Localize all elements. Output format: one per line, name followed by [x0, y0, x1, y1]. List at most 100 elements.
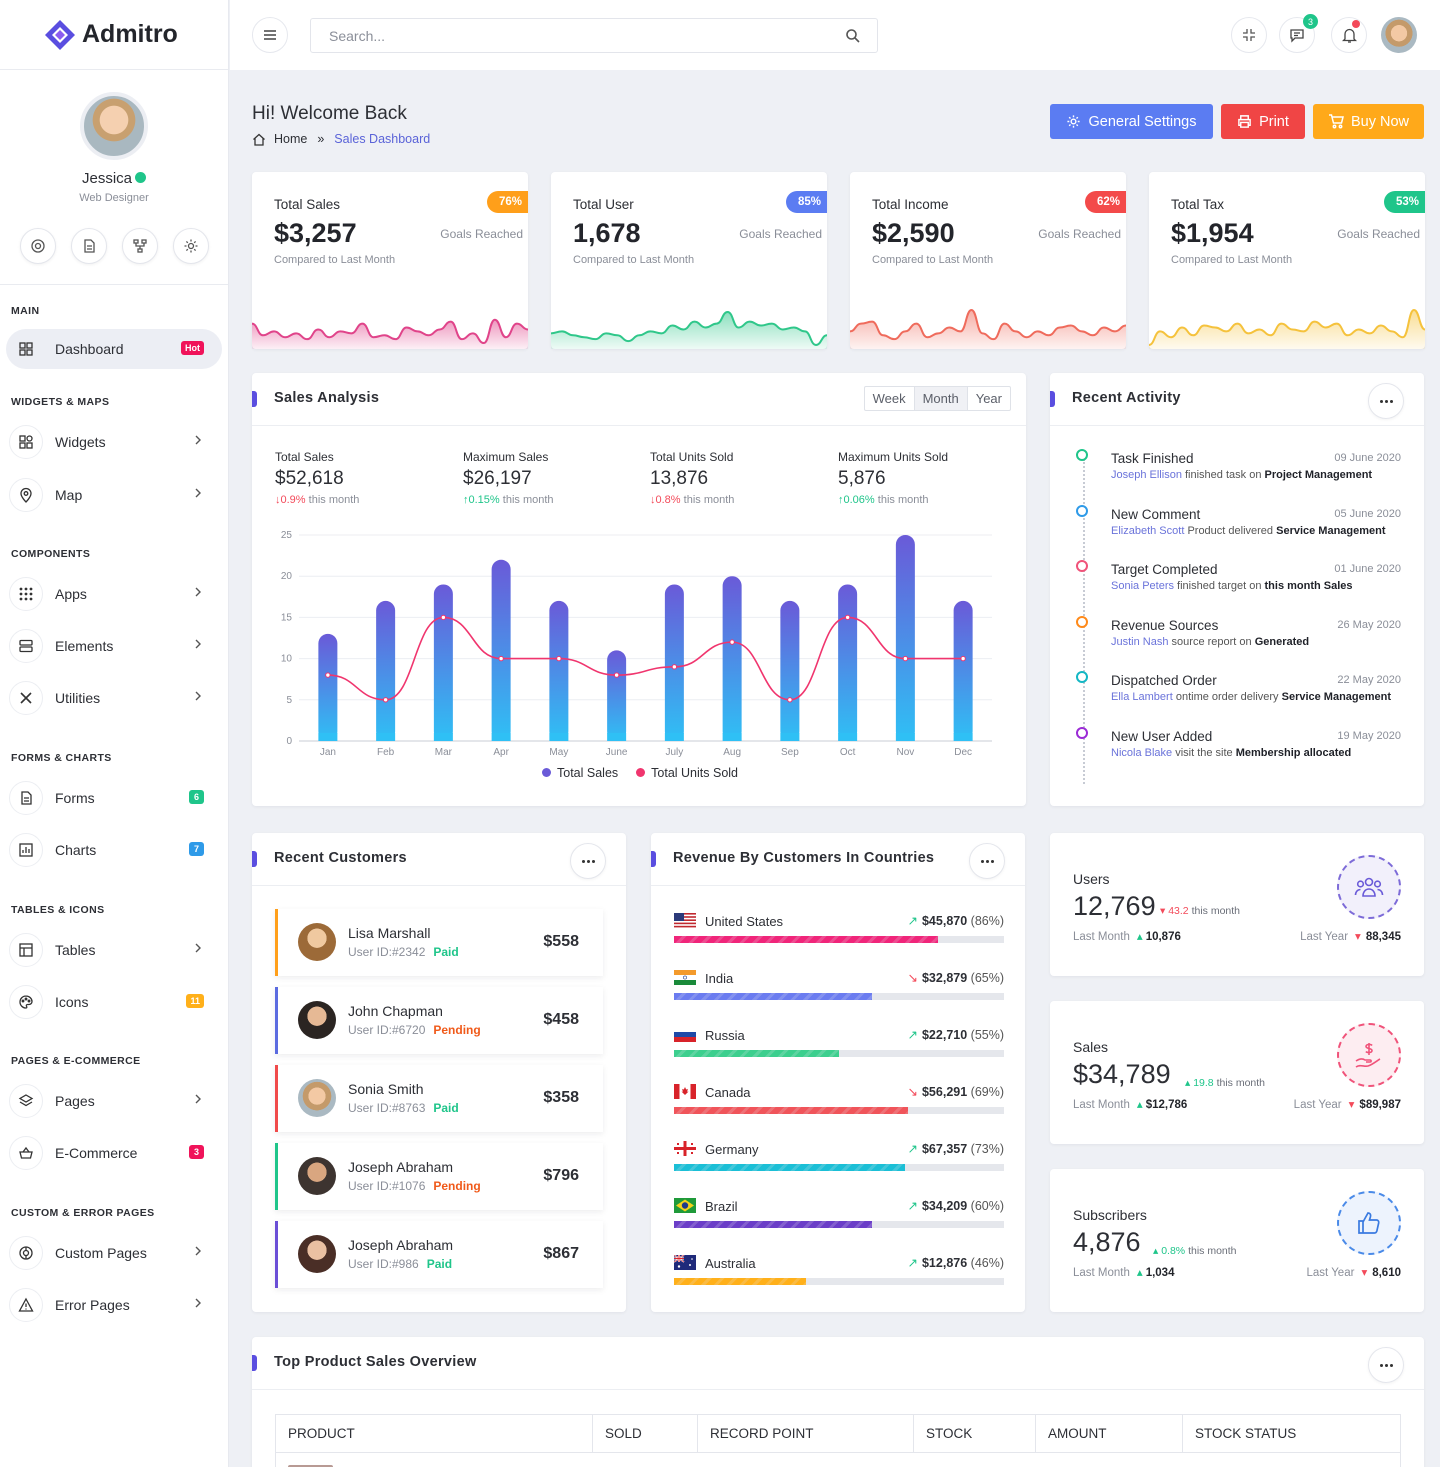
activity-user[interactable]: Elizabeth Scott — [1111, 524, 1185, 537]
tab-week[interactable]: Week — [865, 387, 915, 410]
general-settings-button[interactable]: General Settings — [1050, 104, 1213, 139]
stat-pct-badge: 85% — [785, 191, 827, 213]
sidebar-item-pages[interactable]: Pages — [6, 1081, 222, 1121]
bar-mar[interactable] — [433, 584, 453, 741]
sidebar-item-ecommerce[interactable]: E-Commerce 3 — [6, 1133, 222, 1173]
units-point[interactable] — [498, 655, 504, 662]
units-point[interactable] — [902, 655, 909, 662]
bar-aug[interactable] — [722, 576, 742, 741]
stat-compare: Compared to Last Month — [872, 254, 994, 266]
units-point[interactable] — [844, 614, 851, 621]
mini-value: $34,789 — [1073, 1059, 1171, 1089]
country-value: ↗ $45,870 (86%) — [908, 913, 1005, 928]
sidebar-item-dashboard[interactable]: Dashboard Hot — [6, 329, 222, 369]
print-button[interactable]: Print — [1221, 104, 1305, 139]
stat-card-total-sales: Total Sales $3,257 Compared to Last Mont… — [252, 172, 528, 349]
sidebar-item-map[interactable]: Map — [6, 475, 222, 515]
sidebar-item-widgets[interactable]: Widgets — [6, 422, 222, 462]
customer-row[interactable]: Joseph Abraham User ID:#986 Paid $867 — [275, 1221, 603, 1288]
messages-button[interactable]: 3 — [1279, 14, 1318, 53]
customer-row[interactable]: Joseph Abraham User ID:#1076 Pending $796 — [275, 1143, 603, 1210]
x-tick-label: Dec — [954, 747, 972, 758]
avatar — [298, 1079, 336, 1117]
activity-user[interactable]: Sonia Peters — [1111, 580, 1174, 592]
palette-icon — [9, 985, 43, 1019]
column-header[interactable]: STOCK — [914, 1415, 1036, 1452]
menu-toggle-button[interactable] — [252, 17, 288, 53]
notifications-button[interactable] — [1331, 17, 1367, 53]
fullscreen-button[interactable] — [1231, 17, 1267, 53]
sidebar-item-apps[interactable]: Apps — [6, 574, 222, 614]
stat-label: Total Income — [872, 197, 949, 212]
bar-nov[interactable] — [895, 535, 915, 741]
column-header[interactable]: RECORD POINT — [698, 1415, 914, 1452]
units-point[interactable] — [382, 697, 389, 703]
brand[interactable]: Admitro — [0, 0, 228, 70]
units-point[interactable] — [960, 655, 966, 662]
legend-total-units-sold[interactable]: Total Units Sold — [636, 766, 738, 780]
activity-user[interactable]: Justin Nash — [1111, 635, 1169, 648]
sidebar-item-utilities[interactable]: Utilities — [6, 678, 222, 718]
units-point[interactable] — [325, 672, 331, 678]
column-header[interactable]: STOCK STATUS — [1195, 1426, 1297, 1441]
bar-sep[interactable] — [780, 600, 800, 741]
legend-total-sales[interactable]: Total Sales — [542, 766, 618, 780]
support-icon[interactable] — [19, 228, 56, 264]
sidebar-item-elements[interactable]: Elements — [6, 626, 222, 666]
bar-dec[interactable] — [953, 600, 973, 741]
customer-row[interactable]: John Chapman User ID:#6720 Pending $458 — [275, 987, 603, 1054]
progress-track — [674, 1050, 1004, 1057]
bar-apr[interactable] — [491, 559, 511, 741]
column-header[interactable]: AMOUNT — [1036, 1415, 1183, 1452]
units-point[interactable] — [729, 639, 735, 645]
bar-feb[interactable] — [376, 600, 396, 741]
sidebar-item-charts[interactable]: Charts 7 — [6, 830, 222, 870]
sidebar-item-tables[interactable]: Tables — [6, 930, 222, 970]
column-header[interactable]: PRODUCT — [276, 1415, 593, 1452]
search-input[interactable]: Search... — [310, 18, 878, 53]
sidebar-item-forms[interactable]: Forms 6 — [6, 778, 222, 818]
bar-june[interactable] — [607, 650, 627, 741]
progress-fill — [674, 1164, 905, 1171]
revenue-countries-card: Revenue By Customers In Countries United… — [651, 833, 1025, 1312]
network-icon[interactable] — [121, 228, 158, 264]
customer-row[interactable]: Lisa Marshall User ID:#2342 Paid $558 — [275, 909, 603, 976]
bar-oct[interactable] — [838, 584, 858, 741]
units-point[interactable] — [671, 664, 678, 670]
country-pct: (46%) — [970, 1256, 1004, 1270]
units-point[interactable] — [613, 672, 620, 678]
sidebar-item-custom-pages[interactable]: Custom Pages — [6, 1233, 222, 1273]
more-options-button[interactable] — [1368, 1347, 1404, 1383]
activity-desc: Nicola Blake visit the site Membership a… — [1111, 747, 1351, 759]
buy-now-button[interactable]: Buy Now — [1313, 104, 1424, 139]
stat-value: $2,590 — [872, 218, 955, 248]
table-row — [276, 1452, 1400, 1467]
units-point[interactable] — [556, 655, 562, 662]
activity-user[interactable]: Nicola Blake — [1111, 746, 1173, 759]
bar-july[interactable] — [664, 584, 684, 741]
units-point[interactable] — [440, 614, 447, 621]
change-value: 0.8% — [1161, 1245, 1186, 1257]
more-options-button[interactable] — [969, 843, 1005, 879]
user-avatar[interactable] — [1381, 17, 1417, 53]
sidebar-item-error-pages[interactable]: Error Pages — [6, 1285, 222, 1325]
avatar[interactable] — [80, 92, 148, 160]
customer-row[interactable]: Sonia Smith User ID:#8763 Paid $358 — [275, 1065, 603, 1132]
search-icon[interactable] — [845, 28, 861, 44]
bar-jan[interactable] — [318, 633, 338, 741]
activity-user[interactable]: Joseph Ellison — [1111, 469, 1182, 481]
column-header[interactable]: SOLD — [593, 1415, 698, 1452]
tab-year[interactable]: Year — [975, 391, 1002, 406]
card-title: Recent Customers — [274, 850, 407, 866]
crumb-home[interactable]: Home — [274, 132, 308, 146]
bar-may[interactable] — [549, 600, 569, 741]
more-options-button[interactable] — [570, 843, 606, 879]
activity-user[interactable]: Ella Lambert — [1111, 691, 1173, 703]
document-icon[interactable] — [70, 228, 107, 264]
bar-base — [376, 733, 396, 741]
more-options-button[interactable] — [1368, 383, 1404, 419]
units-point[interactable] — [787, 697, 793, 703]
tab-month[interactable]: Month — [914, 387, 968, 410]
sidebar-item-icons[interactable]: Icons 11 — [6, 982, 222, 1022]
gear-icon[interactable] — [172, 228, 209, 264]
